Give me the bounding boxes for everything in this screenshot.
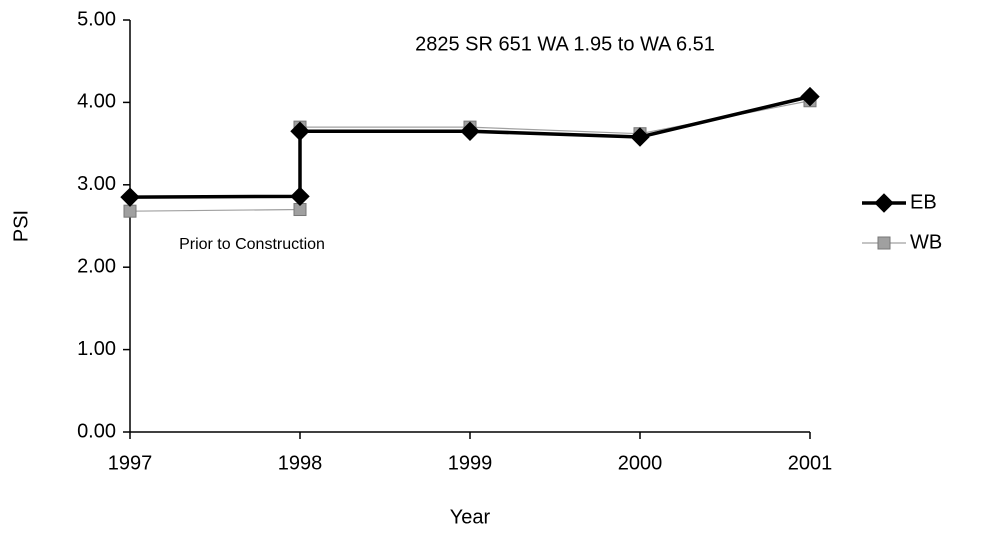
point	[290, 186, 310, 207]
x-tick-label: 1998	[278, 452, 323, 474]
x-tick-label: 2001	[788, 452, 833, 474]
y-tick-label: 5.00	[77, 8, 116, 30]
y-tick-label: 0.00	[77, 420, 116, 442]
y-tick-label: 4.00	[77, 91, 116, 113]
y-tick-label: 1.00	[77, 338, 116, 360]
point	[460, 121, 480, 141]
point	[290, 121, 310, 141]
point	[800, 86, 820, 107]
legend-label: WB	[910, 231, 942, 253]
x-tick-label: 2000	[618, 452, 663, 474]
y-axis-title: PSI	[10, 210, 32, 242]
y-tick-label: 2.00	[77, 255, 116, 277]
legend-label: EB	[910, 191, 937, 213]
annotation: Prior to Construction	[179, 236, 325, 253]
legend-marker	[874, 193, 894, 213]
chart-title: 2825 SR 651 WA 1.95 to WA 6.51	[415, 33, 715, 55]
point	[630, 127, 650, 147]
point	[123, 204, 137, 218]
x-tick-label: 1997	[108, 452, 153, 474]
x-axis-title: Year	[450, 506, 491, 528]
x-tick-label: 1999	[448, 452, 493, 474]
point	[120, 187, 140, 207]
y-tick-label: 3.00	[77, 173, 116, 195]
series-line	[129, 100, 811, 212]
legend-marker	[877, 236, 891, 250]
series-line	[129, 94, 811, 199]
